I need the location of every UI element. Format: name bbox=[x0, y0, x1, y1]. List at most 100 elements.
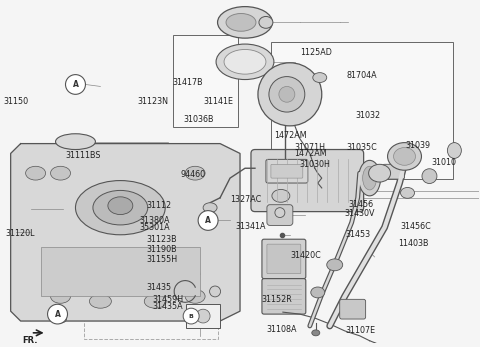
Text: 31112: 31112 bbox=[147, 201, 172, 210]
Circle shape bbox=[279, 86, 295, 102]
Ellipse shape bbox=[108, 197, 133, 214]
Ellipse shape bbox=[93, 191, 148, 225]
Bar bbox=[84, 161, 218, 339]
Ellipse shape bbox=[216, 44, 274, 79]
Ellipse shape bbox=[185, 166, 205, 180]
Ellipse shape bbox=[311, 287, 325, 298]
Text: 31417B: 31417B bbox=[172, 78, 203, 87]
Text: 1472AM: 1472AM bbox=[295, 150, 327, 159]
Text: 31152R: 31152R bbox=[262, 295, 292, 304]
Ellipse shape bbox=[226, 14, 256, 31]
FancyBboxPatch shape bbox=[340, 299, 366, 319]
Text: 31150: 31150 bbox=[3, 97, 28, 106]
Text: 31036B: 31036B bbox=[183, 115, 214, 124]
Text: A: A bbox=[72, 80, 78, 89]
Text: 11403B: 11403B bbox=[398, 239, 429, 248]
Text: 31120L: 31120L bbox=[5, 229, 35, 238]
Ellipse shape bbox=[422, 169, 437, 184]
Text: 31123N: 31123N bbox=[137, 98, 168, 107]
Text: 31380A: 31380A bbox=[140, 216, 170, 225]
Ellipse shape bbox=[447, 143, 461, 158]
FancyBboxPatch shape bbox=[266, 159, 308, 183]
FancyBboxPatch shape bbox=[262, 279, 306, 314]
FancyBboxPatch shape bbox=[251, 150, 364, 212]
Polygon shape bbox=[11, 144, 240, 321]
Circle shape bbox=[196, 309, 210, 323]
Text: 31141E: 31141E bbox=[204, 98, 234, 107]
Bar bbox=[186, 304, 220, 328]
Text: 31430V: 31430V bbox=[344, 209, 375, 218]
Ellipse shape bbox=[387, 143, 421, 170]
Text: 31030H: 31030H bbox=[300, 160, 331, 169]
Text: A: A bbox=[55, 310, 60, 319]
Bar bbox=[41, 247, 200, 296]
Ellipse shape bbox=[25, 166, 46, 180]
Text: 31108A: 31108A bbox=[266, 324, 297, 333]
Ellipse shape bbox=[394, 147, 416, 165]
Text: 31155H: 31155H bbox=[147, 255, 178, 264]
Ellipse shape bbox=[50, 166, 71, 180]
Text: 31456C: 31456C bbox=[400, 222, 431, 231]
FancyBboxPatch shape bbox=[271, 164, 303, 178]
Text: 31010: 31010 bbox=[432, 158, 456, 167]
Ellipse shape bbox=[259, 16, 273, 28]
Text: 94460: 94460 bbox=[180, 170, 205, 179]
Text: 31456: 31456 bbox=[348, 200, 373, 209]
Ellipse shape bbox=[327, 259, 343, 271]
Ellipse shape bbox=[395, 156, 405, 164]
Text: A: A bbox=[205, 216, 211, 225]
Text: B: B bbox=[189, 314, 193, 319]
FancyBboxPatch shape bbox=[267, 244, 301, 274]
Ellipse shape bbox=[203, 203, 217, 213]
Ellipse shape bbox=[272, 189, 290, 202]
Circle shape bbox=[183, 308, 199, 324]
Text: 31035C: 31035C bbox=[346, 143, 377, 152]
Ellipse shape bbox=[217, 7, 273, 38]
Ellipse shape bbox=[89, 294, 111, 308]
Ellipse shape bbox=[313, 73, 327, 83]
Text: 31107E: 31107E bbox=[345, 326, 375, 335]
Circle shape bbox=[258, 63, 322, 126]
Circle shape bbox=[48, 304, 68, 324]
Text: 31123B: 31123B bbox=[147, 235, 177, 244]
Text: 31039: 31039 bbox=[405, 141, 430, 150]
Circle shape bbox=[198, 211, 218, 230]
Text: 31032: 31032 bbox=[356, 111, 381, 120]
Circle shape bbox=[65, 75, 85, 94]
Text: 31420C: 31420C bbox=[290, 251, 321, 260]
FancyBboxPatch shape bbox=[262, 239, 306, 279]
Text: 31459H: 31459H bbox=[153, 295, 184, 304]
Ellipse shape bbox=[275, 208, 285, 218]
Text: 1125AD: 1125AD bbox=[300, 48, 332, 57]
Ellipse shape bbox=[400, 187, 415, 198]
Ellipse shape bbox=[55, 315, 67, 323]
Text: 31453: 31453 bbox=[345, 230, 371, 239]
Ellipse shape bbox=[75, 180, 165, 235]
Text: 31435: 31435 bbox=[147, 283, 172, 292]
Ellipse shape bbox=[185, 289, 205, 303]
Ellipse shape bbox=[210, 286, 220, 297]
FancyBboxPatch shape bbox=[383, 164, 405, 179]
Circle shape bbox=[269, 77, 305, 112]
Ellipse shape bbox=[363, 166, 377, 190]
Text: 1327AC: 1327AC bbox=[230, 195, 262, 204]
Text: 35301A: 35301A bbox=[140, 222, 170, 231]
Ellipse shape bbox=[369, 164, 391, 182]
FancyBboxPatch shape bbox=[267, 205, 293, 226]
Ellipse shape bbox=[359, 160, 381, 196]
Ellipse shape bbox=[144, 294, 166, 308]
Bar bbox=[271, 42, 453, 179]
Ellipse shape bbox=[224, 50, 266, 74]
Text: FR.: FR. bbox=[23, 336, 38, 345]
Ellipse shape bbox=[56, 134, 96, 150]
Text: 31341A: 31341A bbox=[235, 222, 266, 231]
Ellipse shape bbox=[312, 330, 320, 336]
Text: 31071H: 31071H bbox=[295, 143, 325, 152]
Ellipse shape bbox=[50, 289, 71, 303]
Text: 81704A: 81704A bbox=[346, 71, 377, 80]
Text: 31190B: 31190B bbox=[147, 245, 177, 254]
Bar bbox=[173, 35, 238, 127]
Text: 31435A: 31435A bbox=[153, 302, 183, 311]
Text: 31111BS: 31111BS bbox=[65, 151, 101, 160]
Text: 1472AM: 1472AM bbox=[275, 131, 307, 140]
